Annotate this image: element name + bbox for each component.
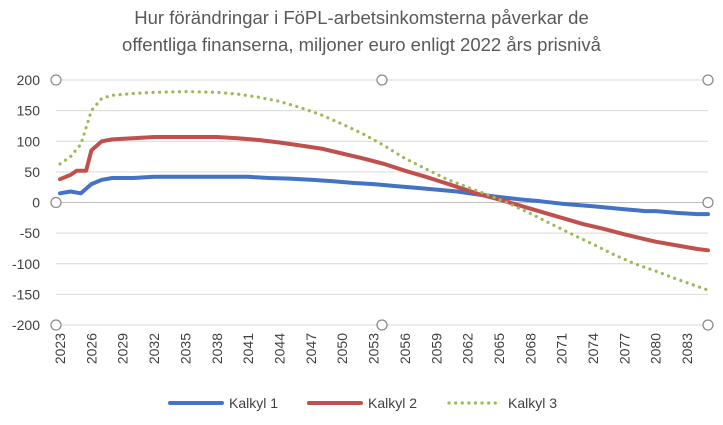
y-tick-label: -100 [12,256,40,272]
x-tick-label: 2059 [428,333,444,364]
selection-handle[interactable] [376,74,388,86]
x-tick-label: 2062 [460,333,476,364]
y-tick-label: 200 [17,72,41,88]
gridlines [56,79,708,326]
x-tick-label: 2044 [271,333,287,364]
x-tick-label: 2041 [240,333,256,364]
x-tick-label: 2077 [616,333,632,364]
chart-title-line-1: Hur förändringar i FöPL-arbetsinkomstern… [134,7,589,28]
chart-title: Hur förändringar i FöPL-arbetsinkomstern… [0,4,723,58]
chart-title-line-2: offentliga finanserna, miljoner euro enl… [122,34,601,55]
legend-label-1[interactable]: Kalkyl 1 [229,395,278,411]
x-tick-label: 2035 [177,333,193,364]
x-tick-label: 2080 [648,333,664,364]
x-tick-label: 2074 [585,333,601,364]
y-tick-label: 0 [32,195,40,211]
x-tick-label: 2023 [52,333,68,364]
x-tick-label: 2032 [146,333,162,364]
series-lines [58,90,710,292]
legend-label-2[interactable]: Kalkyl 2 [368,395,417,411]
y-tick-label: -150 [12,286,40,302]
y-tick-label: -200 [12,317,40,333]
legend-label-3[interactable]: Kalkyl 3 [508,395,557,411]
series-line-2[interactable] [58,135,710,253]
series-line-3[interactable] [58,90,710,292]
selection-handle[interactable] [50,196,62,209]
x-tick-label: 2050 [334,333,350,364]
x-tick-label: 2053 [366,333,382,364]
selection-handle[interactable] [702,319,714,331]
x-axis-tick-labels: 2023 2026 2029 2032 2035 2038 2041 2044 2047 2050… [52,333,695,364]
selection-handle[interactable] [702,196,714,209]
y-tick-label: 150 [17,103,41,119]
selection-handle[interactable] [50,319,62,331]
x-tick-label: 2065 [491,333,507,364]
x-tick-label: 2071 [554,333,570,364]
selection-handles[interactable] [50,74,714,331]
y-axis-tick-labels: -200 -150 -100 -50 0 50 100 150 200 [12,72,40,333]
x-tick-label: 2083 [679,333,695,364]
x-tick-label: 2056 [397,333,413,364]
y-tick-label: -50 [20,225,40,241]
x-tick-label: 2029 [115,333,131,364]
x-tick-label: 2026 [83,333,99,364]
x-tick-label: 2038 [209,333,225,364]
selection-handle[interactable] [702,74,714,86]
x-tick-label: 2068 [522,333,538,364]
selection-handle[interactable] [376,319,388,331]
series-line-1[interactable] [58,174,710,217]
legend[interactable]: Kalkyl 1 Kalkyl 2 Kalkyl 3 [168,395,557,411]
selection-handle[interactable] [50,74,62,86]
y-tick-label: 100 [17,133,41,149]
y-tick-label: 50 [24,164,40,180]
x-tick-label: 2047 [303,333,319,364]
